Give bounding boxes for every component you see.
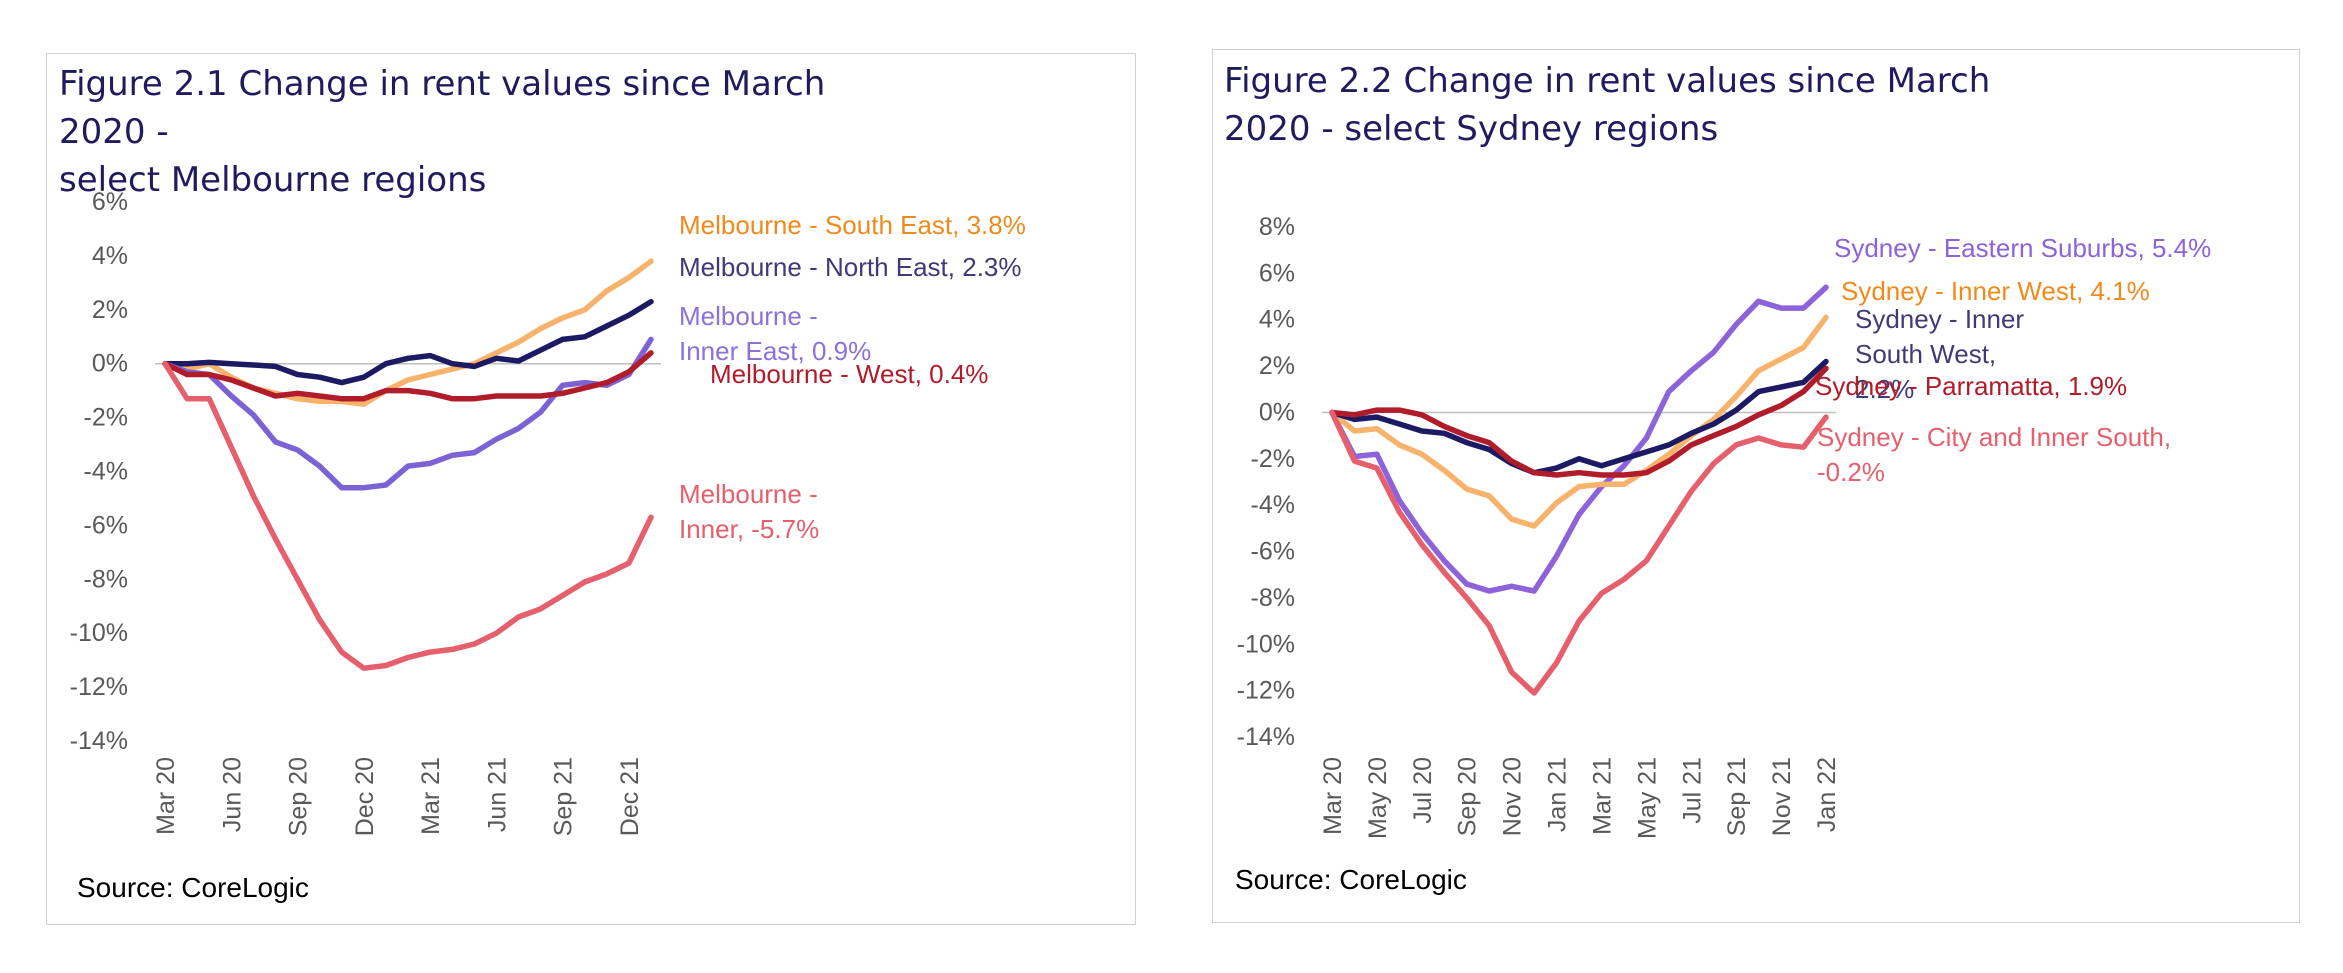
chart-title-line: select Melbourne regions: [59, 160, 487, 200]
x-tick-label: Dec 21: [616, 757, 644, 836]
x-tick-label: Dec 20: [351, 757, 379, 836]
x-tick-label: Sep 21: [550, 757, 578, 836]
series-label: Melbourne - West, 0.4%: [710, 359, 988, 389]
y-tick-label: -2%: [1251, 445, 1295, 473]
chart-title-melbourne: Figure 2.1 Change in rent values since M…: [59, 60, 919, 204]
series-label-line: Sydney - Parramatta, 1.9%: [1815, 371, 2127, 401]
x-tick-label: Jan 21: [1544, 757, 1572, 832]
y-tick-label: -12%: [70, 673, 128, 701]
y-tick-label: -4%: [1251, 491, 1295, 519]
x-tick-label: Jul 21: [1678, 757, 1706, 824]
y-tick-label: -14%: [1237, 723, 1295, 751]
x-tick-label: Jul 20: [1409, 757, 1437, 824]
chart-title-sydney: Figure 2.2 Change in rent values since M…: [1224, 57, 2024, 153]
x-tick-label: Nov 21: [1768, 757, 1796, 836]
chart-panel-melbourne: [46, 53, 1136, 925]
y-tick-label: 2%: [1259, 352, 1295, 380]
chart-title-line: Figure 2.1 Change in rent values since M…: [59, 64, 826, 152]
series-label: Sydney - Inner South West, 2.2%: [1855, 304, 2024, 404]
y-tick-label: -10%: [70, 619, 128, 647]
chart-title-line: 2020 - select Sydney regions: [1224, 109, 1719, 149]
y-tick-label: 4%: [92, 242, 128, 270]
series-label: Sydney - Parramatta, 1.9%: [1815, 371, 2127, 401]
series-label-line: Sydney - Inner: [1855, 304, 2024, 334]
x-tick-label: Mar 21: [417, 757, 445, 835]
y-tick-label: -4%: [84, 458, 128, 486]
series-label: Sydney - Inner West, 4.1%: [1841, 276, 2150, 306]
x-tick-label: Mar 20: [1319, 757, 1347, 835]
x-tick-label: Mar 21: [1588, 757, 1616, 835]
series-line-2: [1329, 358, 1829, 476]
x-tick-label: Mar 20: [152, 757, 180, 835]
series-label-line: Melbourne -: [679, 479, 818, 509]
y-tick-label: 4%: [1259, 306, 1295, 334]
chart-title-line: Figure 2.2 Change in rent values since M…: [1224, 61, 1991, 101]
series-label-line: South West,: [1855, 339, 1996, 369]
series-label: Melbourne - North East, 2.3%: [679, 252, 1022, 282]
y-tick-label: -8%: [1251, 584, 1295, 612]
y-tick-label: -2%: [84, 404, 128, 432]
y-tick-label: -12%: [1237, 677, 1295, 705]
x-tick-label: Sep 21: [1723, 757, 1751, 836]
series-label-line: Sydney - Eastern Suburbs, 5.4%: [1834, 233, 2211, 263]
series-label-line: Melbourne - North East, 2.3%: [679, 252, 1022, 282]
x-tick-label: Nov 20: [1499, 757, 1527, 836]
series-line-1: [162, 298, 654, 386]
y-tick-label: -6%: [1251, 538, 1295, 566]
y-tick-label: -10%: [1237, 630, 1295, 658]
series-label: Melbourne - South East, 3.8%: [679, 210, 1026, 240]
x-tick-label: May 20: [1364, 757, 1392, 839]
y-tick-label: 6%: [1259, 259, 1295, 287]
x-tick-label: May 21: [1633, 757, 1661, 839]
series-label: Sydney - City and Inner South, -0.2%: [1817, 422, 2171, 487]
series-line-2: [162, 336, 654, 491]
series-label-line: 2.2%: [1855, 374, 1914, 404]
x-tick-label: Jan 22: [1813, 757, 1841, 832]
y-tick-label: 0%: [92, 350, 128, 378]
x-tick-label: Jun 21: [483, 757, 511, 832]
y-tick-label: -14%: [70, 727, 128, 755]
y-tick-label: 6%: [92, 188, 128, 216]
source-note-sydney: Source: CoreLogic: [1235, 864, 1467, 895]
series-label-line: Melbourne -: [679, 301, 818, 331]
series-label: Melbourne - Inner, -5.7%: [679, 479, 819, 544]
y-tick-label: 0%: [1259, 398, 1295, 426]
y-tick-label: 8%: [1259, 213, 1295, 241]
series-line-4: [162, 360, 654, 671]
series-label-line: -0.2%: [1817, 457, 1885, 487]
series-label-line: Inner East, 0.9%: [679, 336, 871, 366]
series-label-line: Inner, -5.7%: [679, 514, 819, 544]
series-line-1: [1329, 314, 1829, 529]
series-line-3: [162, 350, 654, 402]
x-tick-label: Sep 20: [285, 757, 313, 836]
series-line-3: [1329, 365, 1829, 478]
series-label: Melbourne - Inner East, 0.9%: [679, 301, 871, 366]
series-label-line: Melbourne - West, 0.4%: [710, 359, 988, 389]
x-tick-label: Jun 20: [218, 757, 246, 832]
source-note-melbourne: Source: CoreLogic: [77, 872, 309, 903]
chart-0: 6% 4% 2% 0% -2% -4% -6% -8% -10% -12% -14% Mar 20 Ju…: [70, 188, 1026, 836]
series-label: Sydney - Eastern Suburbs, 5.4%: [1834, 233, 2211, 263]
y-tick-label: -8%: [84, 565, 128, 593]
y-tick-label: 2%: [92, 296, 128, 324]
series-label-line: Melbourne - South East, 3.8%: [679, 210, 1026, 240]
series-label-line: Sydney - Inner West, 4.1%: [1841, 276, 2150, 306]
series-label-line: Sydney - City and Inner South,: [1817, 422, 2171, 452]
series-line-4: [1329, 409, 1829, 696]
series-line-0: [1329, 284, 1829, 594]
y-tick-label: -6%: [84, 511, 128, 539]
chart-1: 8% 6% 4% 2% 0% -2% -4% -6% -8% -10% -12% -14% Mar 20…: [1237, 213, 2212, 839]
x-tick-label: Sep 20: [1454, 757, 1482, 836]
